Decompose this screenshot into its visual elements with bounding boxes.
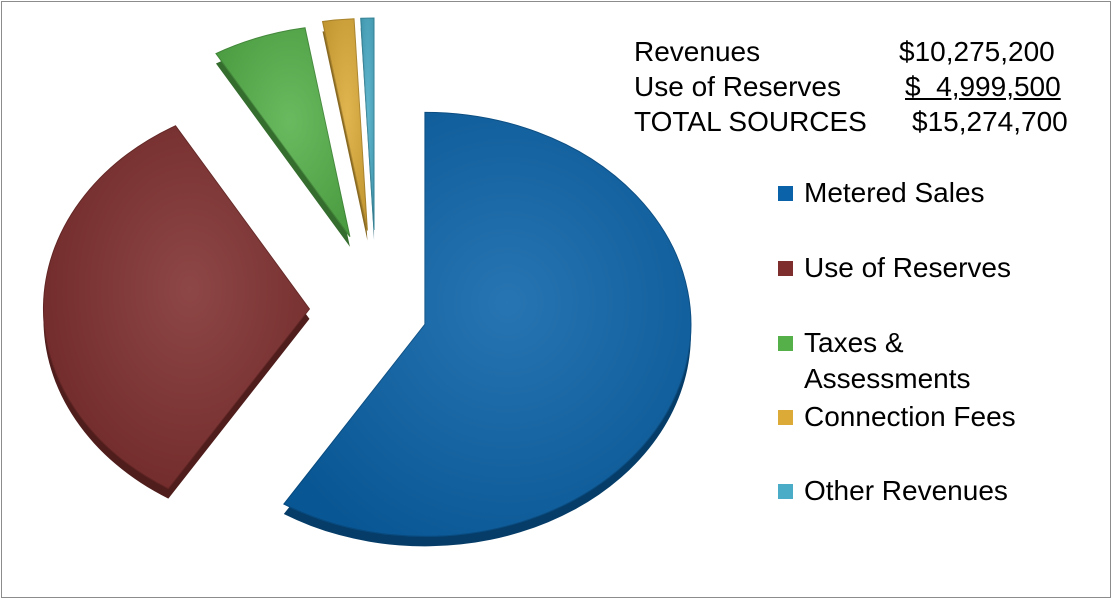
summary-label: TOTAL SOURCES	[634, 106, 867, 137]
legend-label: Other Revenues	[804, 475, 1008, 506]
pie-slice-shading	[360, 18, 375, 231]
legend-swatch	[778, 410, 793, 425]
summary-value: $10,275,200	[899, 36, 1055, 67]
legend-label: Connection Fees	[804, 401, 1016, 432]
legend-label: Assessments	[804, 363, 971, 394]
pie-slice-shading	[215, 27, 350, 237]
summary-value: $15,274,700	[912, 106, 1068, 137]
legend-swatch	[778, 186, 793, 201]
summary-value: $ 4,999,500	[905, 71, 1061, 102]
summary-label: Revenues	[634, 36, 761, 67]
legend-swatch	[778, 261, 793, 276]
legend-swatch	[778, 484, 793, 499]
pie-slice-shading	[322, 18, 368, 231]
pie-slice-shading	[43, 125, 310, 489]
legend-swatch	[778, 336, 793, 351]
legend-label: Use of Reserves	[804, 252, 1011, 283]
pie-slice-shading	[283, 112, 691, 537]
summary-label: Use of Reserves	[634, 71, 841, 102]
legend-label: Metered Sales	[804, 177, 985, 208]
legend-label: Taxes &	[804, 327, 904, 358]
